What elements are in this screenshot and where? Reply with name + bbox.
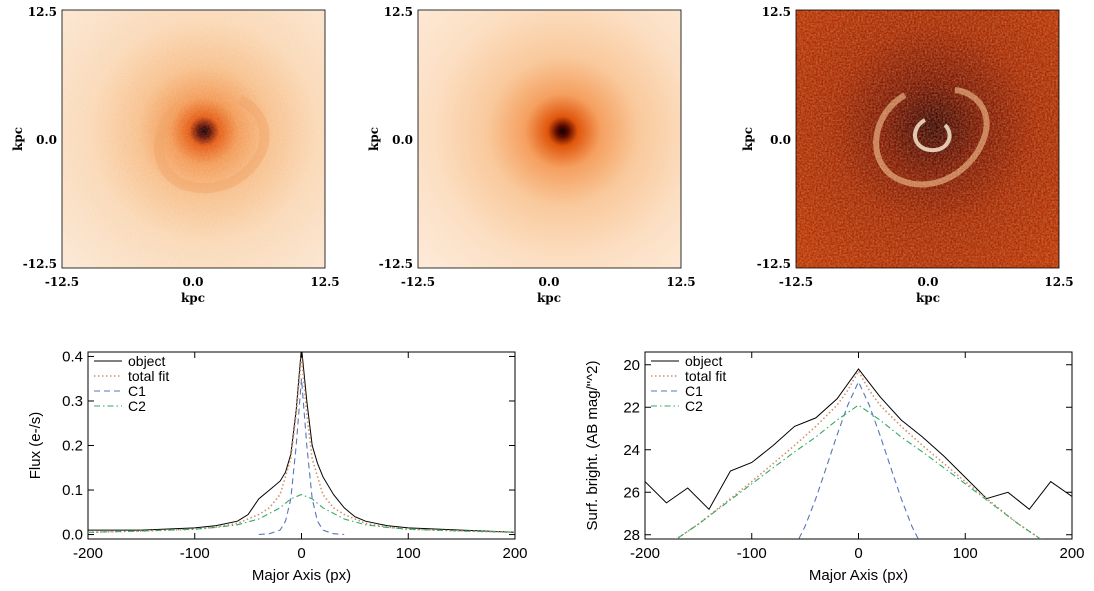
- legend-label: total fit: [685, 368, 726, 384]
- img1-xtick-right: 12.5: [310, 275, 339, 289]
- series-line-C1: [798, 380, 919, 539]
- img3-ytick-bottom: -12.5: [757, 257, 791, 271]
- img1-xtick-mid: 0.0: [183, 275, 204, 289]
- y-axis-label: Surf. bright. (AB mag/"^2): [584, 361, 601, 531]
- legend-label: object: [685, 353, 722, 369]
- object-image-panel: 12.5 0.0 -12.5 -12.5 0.0 12.5 kpc kpc: [11, 5, 340, 305]
- series-line-C1: [258, 378, 345, 536]
- y-axis-label: Flux (e-/s): [27, 412, 44, 480]
- img3-ytick-top: 12.5: [762, 5, 791, 19]
- object-image-frame: [61, 9, 326, 269]
- img1-xtick-left: -12.5: [45, 275, 79, 289]
- x-axis-label: Major Axis (px): [252, 567, 351, 584]
- y-tick-label: 28: [623, 527, 640, 544]
- x-tick-label: -100: [180, 545, 210, 562]
- legend-label: C2: [128, 398, 146, 414]
- y-tick-label: 0.4: [62, 348, 83, 365]
- object-image-noise: [62, 10, 325, 268]
- x-tick-label: 0: [854, 545, 862, 562]
- y-tick-label: 26: [623, 484, 640, 501]
- residual-image-panel: 12.5 0.0 -12.5 -12.5 0.0 12.5 kpc kpc: [741, 5, 1074, 305]
- img2-ytick-mid: 0.0: [392, 133, 413, 147]
- residual-image-frame: [795, 9, 1060, 269]
- residual-image-noise: [796, 10, 1059, 268]
- img3-ylabel: kpc: [741, 127, 755, 151]
- x-axis-label: Major Axis (px): [809, 567, 908, 584]
- y-tick-label: 0.1: [62, 482, 83, 499]
- img3-xtick-right: 12.5: [1044, 275, 1073, 289]
- img3-xtick-mid: 0.0: [918, 275, 939, 289]
- x-tick-label: 100: [953, 545, 978, 562]
- img1-xlabel: kpc: [181, 291, 205, 305]
- series-group: [88, 352, 515, 536]
- img2-xtick-right: 12.5: [666, 275, 695, 289]
- img2-ylabel: kpc: [367, 127, 381, 151]
- x-tick-label: -200: [73, 545, 103, 562]
- y-tick-label: 22: [623, 399, 640, 416]
- y-tick-label: 0.2: [62, 438, 83, 455]
- residual-arm-structure: [873, 87, 990, 188]
- series-line-C2: [675, 404, 1042, 539]
- img2-ytick-top: 12.5: [384, 5, 413, 19]
- residual-inner-ring: [913, 118, 952, 153]
- y-tick-label: 20: [623, 357, 640, 374]
- model-image-frame: [417, 9, 682, 269]
- img1-ytick-top: 12.5: [28, 5, 57, 19]
- y-tick-label: 0.3: [62, 393, 83, 410]
- series-line-object: [88, 352, 515, 533]
- object-spiral-arm: [154, 95, 270, 194]
- series-line-C2: [88, 493, 515, 533]
- x-tick-label: 100: [396, 545, 421, 562]
- series-group: [645, 368, 1072, 539]
- img1-ylabel: kpc: [11, 127, 25, 151]
- x-tick-label: 0: [297, 545, 305, 562]
- legend-label: total fit: [128, 368, 169, 384]
- img2-xtick-mid: 0.0: [539, 275, 560, 289]
- model-image: [418, 10, 681, 268]
- legend-label: C1: [128, 383, 146, 399]
- series-line-object: [645, 368, 1072, 511]
- legend-label: C2: [685, 398, 703, 414]
- x-tick-label: 200: [1059, 545, 1084, 562]
- img3-xlabel: kpc: [916, 291, 940, 305]
- img1-ytick-mid: 0.0: [36, 133, 57, 147]
- img3-xtick-left: -12.5: [779, 275, 813, 289]
- img3-ytick-mid: 0.0: [770, 133, 791, 147]
- x-tick-label: -100: [737, 545, 767, 562]
- y-tick-label: 0.0: [62, 527, 83, 544]
- plot-frame: [644, 351, 1073, 540]
- img2-ytick-bottom: -12.5: [379, 257, 413, 271]
- legend-label: object: [128, 353, 165, 369]
- model-image-panel: 12.5 0.0 -12.5 -12.5 0.0 12.5 kpc kpc: [367, 5, 696, 305]
- img1-ytick-bottom: -12.5: [23, 257, 57, 271]
- legend-label: C1: [685, 383, 703, 399]
- img2-xlabel: kpc: [537, 291, 561, 305]
- img2-xtick-left: -12.5: [401, 275, 435, 289]
- x-tick-label: -200: [630, 545, 660, 562]
- y-tick-label: 24: [623, 442, 640, 459]
- x-tick-label: 200: [502, 545, 527, 562]
- flux-profile-plot: -200 -100 0 100 200 0.0 0.1 0.2 0.3 0.4 objecttota…: [27, 348, 528, 584]
